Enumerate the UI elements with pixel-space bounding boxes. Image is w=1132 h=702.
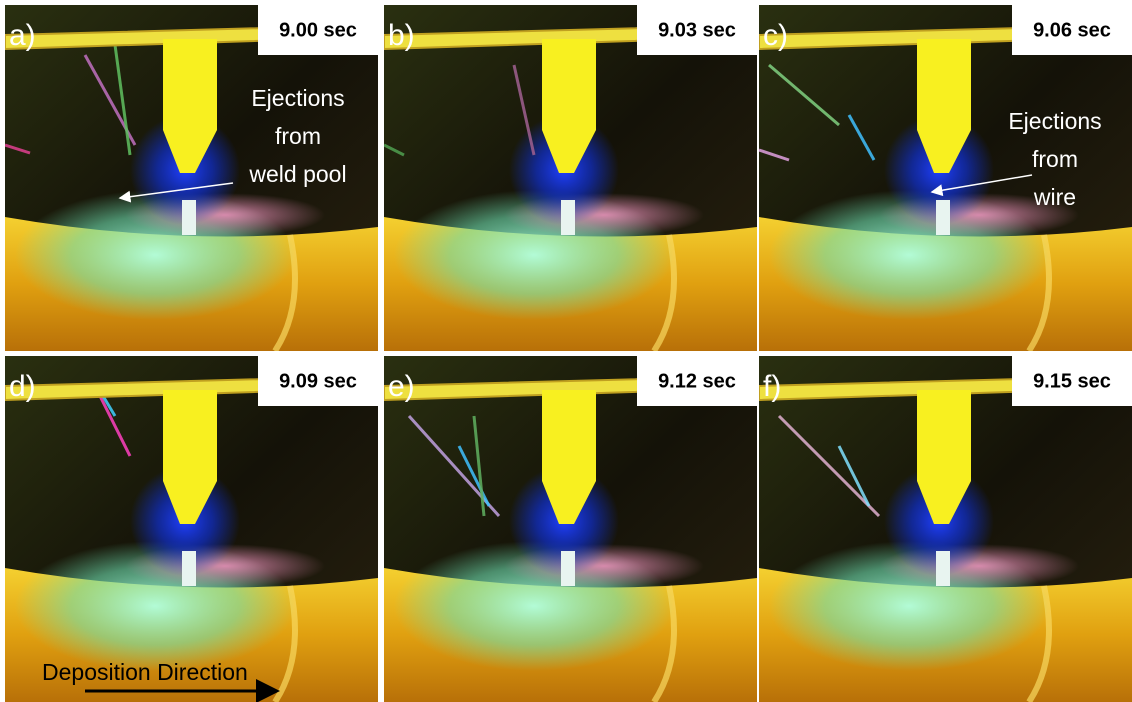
frame-image: f) 9.15 sec [759,356,1132,702]
time-stamp: 9.09 sec [279,370,357,392]
frame-label: b) [388,19,415,52]
wire [917,39,971,173]
spatter-streak [98,395,132,457]
annotation-arrow [118,182,234,203]
frame-image: c) 9.06 sec Ejections from wire [759,5,1132,351]
frame-panel: d) 9.09 sec Deposition Direction [5,356,378,702]
caption: Deposition Direction [42,659,248,685]
spatter-streak [512,64,536,156]
frame-image: a) 9.00 sec Ejections from weld pool [5,5,378,351]
frame-image: e) 9.12 sec [384,356,757,702]
wire [542,39,596,173]
annotation: weld pool [248,161,346,187]
frame-image: b) 9.03 sec [384,5,757,351]
annotation-arrow [930,174,1033,197]
wire-tip [936,200,950,235]
spatter-streak [457,445,491,507]
annotation: wire [1033,184,1076,210]
frame-panel: f) 9.15 sec [759,356,1132,702]
spatter-streak [777,414,881,518]
frame-panel: a) 9.00 sec Ejections from weld pool [5,5,378,351]
annotation: from [275,123,321,149]
frame-label: a) [9,19,36,52]
frame-image: d) 9.09 sec Deposition Direction [5,356,378,702]
time-box [1012,5,1132,55]
time-box [258,356,378,406]
spatter-streak [472,415,486,517]
frame-panel: b) 9.03 sec [384,5,757,351]
annotation: Ejections [1008,108,1101,134]
spatter-streak [759,148,790,162]
annotation: Ejections [251,85,344,111]
wire-tip [561,200,575,235]
spatter-streak [5,143,31,155]
frame-panel: e) 9.12 sec [384,356,757,702]
wire [542,390,596,524]
frame-panel: c) 9.06 sec Ejections from wire [759,5,1132,351]
frame-label: d) [9,370,36,403]
wire-tip [936,551,950,586]
frame-label: f) [763,370,781,403]
time-box [637,356,757,406]
spatter-streak [847,114,876,161]
wire-tip [182,200,196,235]
wire [163,39,217,173]
time-stamp: 9.15 sec [1033,370,1111,392]
time-stamp: 9.00 sec [279,19,357,41]
spatter-streak [384,143,405,157]
wire [163,390,217,524]
time-box [1012,356,1132,406]
wire-tip [561,551,575,586]
time-box [637,5,757,55]
frame-label: e) [388,370,415,403]
time-stamp: 9.03 sec [658,19,736,41]
spatter-streak [113,44,132,156]
spatter-streak [837,445,871,507]
wire-tip [182,551,196,586]
annotation: from [1032,146,1078,172]
spatter-streak [768,63,840,127]
time-stamp: 9.12 sec [658,370,736,392]
frame-label: c) [763,19,788,52]
time-box [258,5,378,55]
wire [917,390,971,524]
time-stamp: 9.06 sec [1033,19,1111,41]
